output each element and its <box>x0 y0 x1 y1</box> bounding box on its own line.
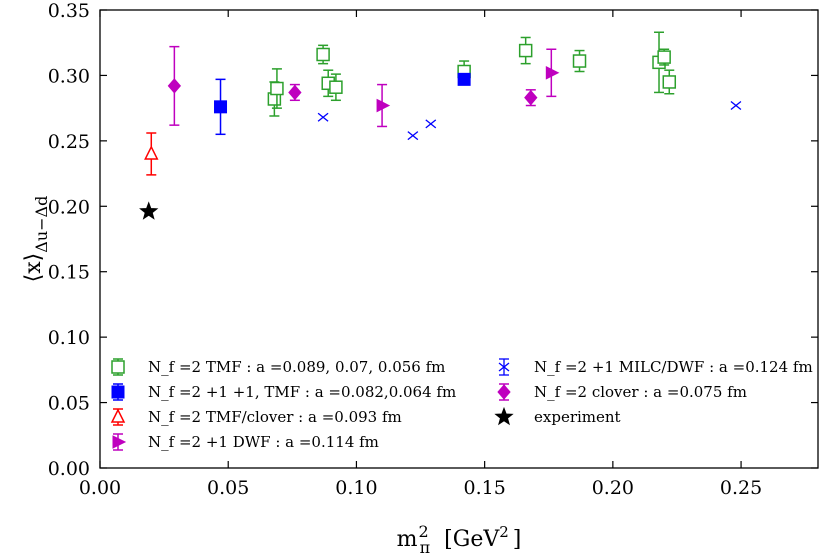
marker-open-square <box>316 47 330 62</box>
data-point <box>730 101 742 111</box>
series-1 <box>214 72 471 136</box>
data-point <box>214 78 228 136</box>
marker-filled-square <box>457 72 471 86</box>
x-tick-label: 0.20 <box>592 477 634 499</box>
series-6 <box>139 201 159 220</box>
x-tick-label: 0.00 <box>79 477 121 499</box>
data-point <box>425 119 437 129</box>
x-tick-label: 0.05 <box>207 477 249 499</box>
marker-filled-diamond <box>497 384 511 400</box>
y-tick-label: 0.25 <box>48 131 90 153</box>
x-tick-label: 0.10 <box>335 477 377 499</box>
data-point <box>376 83 391 128</box>
data-layer <box>139 31 742 220</box>
data-point <box>144 132 159 176</box>
marker-x <box>498 362 510 372</box>
marker-filled-diamond <box>288 84 302 101</box>
legend-label: N_f =2 +1 DWF : a =0.114 fm <box>148 433 379 451</box>
data-point <box>167 45 182 126</box>
data-point <box>329 73 343 102</box>
data-point <box>457 72 471 86</box>
marker-filled-triangle-right <box>376 98 391 113</box>
series-3 <box>376 48 560 128</box>
data-point <box>662 69 677 95</box>
legend-item: N_f =2 TMF/clover : a =0.093 fm <box>110 408 402 426</box>
legend-item: N_f =2 +1 DWF : a =0.114 fm <box>112 433 379 451</box>
marker-filled-diamond <box>524 89 538 106</box>
data-point <box>545 48 560 98</box>
series-5 <box>167 45 538 126</box>
legend-label: N_f =2 TMF : a =0.089, 0.07, 0.056 fm <box>148 358 445 376</box>
tick-layer: 0.00 0.05 0.10 0.15 0.20 0.25 0.00 0.05 0.10 0.15… <box>48 0 818 499</box>
marker-x <box>407 131 419 141</box>
marker-open-square <box>657 50 671 64</box>
marker-star <box>139 201 159 220</box>
marker-open-square <box>270 81 284 96</box>
data-point <box>572 49 587 73</box>
y-tick-label: 0.20 <box>48 196 90 218</box>
x-tick-label: 0.25 <box>720 477 762 499</box>
y-tick-label: 0.30 <box>48 65 90 87</box>
x-tick-label: 0.15 <box>463 477 505 499</box>
marker-filled-triangle-right <box>112 435 127 449</box>
y-axis-label: ⟨x⟩Δu−Δd <box>21 196 51 283</box>
legend-label: N_f =2 TMF/clover : a =0.093 fm <box>148 408 402 426</box>
series-4 <box>317 101 742 141</box>
series-2 <box>144 132 159 176</box>
marker-open-square <box>518 43 533 58</box>
marker-star <box>494 406 514 426</box>
data-point <box>317 112 329 122</box>
y-tick-label: 0.35 <box>48 0 90 22</box>
x-axis-label: m2 π [GeV2] <box>397 522 522 554</box>
data-point <box>288 83 302 102</box>
data-point <box>139 201 159 220</box>
data-point <box>524 89 538 107</box>
marker-open-triangle <box>144 145 159 160</box>
marker-x <box>730 101 742 111</box>
y-tick-label: 0.05 <box>48 393 90 415</box>
marker-open-square <box>329 80 343 94</box>
data-point <box>407 131 419 141</box>
y-tick-label: 0.00 <box>48 458 90 480</box>
legend-label: N_f =2 +1 MILC/DWF : a =0.124 fm <box>534 358 813 376</box>
marker-open-square <box>572 54 587 68</box>
data-point <box>316 44 330 65</box>
y-tick-label: 0.10 <box>48 327 90 349</box>
data-point <box>270 68 284 109</box>
legend-item: N_f =2 clover : a =0.075 fm <box>497 383 747 401</box>
legend-item: experiment <box>494 406 621 426</box>
y-tick-label: 0.15 <box>48 262 90 284</box>
legend-item: N_f =2 TMF : a =0.089, 0.07, 0.056 fm <box>111 358 445 376</box>
legend-item: N_f =2 +1 +1, TMF : a =0.082,0.064 fm <box>111 383 456 401</box>
legend-label: N_f =2 +1 +1, TMF : a =0.082,0.064 fm <box>148 383 456 401</box>
marker-open-square <box>111 360 125 374</box>
plot-frame <box>99 9 819 469</box>
marker-open-triangle <box>110 408 126 423</box>
marker-filled-square <box>111 385 125 399</box>
marker-x <box>425 119 437 129</box>
data-point <box>518 36 533 65</box>
marker-filled-diamond <box>167 78 182 94</box>
marker-open-square <box>662 75 677 89</box>
marker-x <box>317 112 329 122</box>
marker-filled-square <box>214 100 228 114</box>
series-0 <box>267 31 677 117</box>
legend: N_f =2 TMF : a =0.089, 0.07, 0.056 fm N_f… <box>110 358 813 451</box>
legend-label: experiment <box>534 408 621 426</box>
marker-filled-triangle-right <box>545 66 560 80</box>
legend-item: N_f =2 +1 MILC/DWF : a =0.124 fm <box>498 358 813 376</box>
data-point <box>657 48 671 66</box>
legend-label: N_f =2 clover : a =0.075 fm <box>534 383 747 401</box>
